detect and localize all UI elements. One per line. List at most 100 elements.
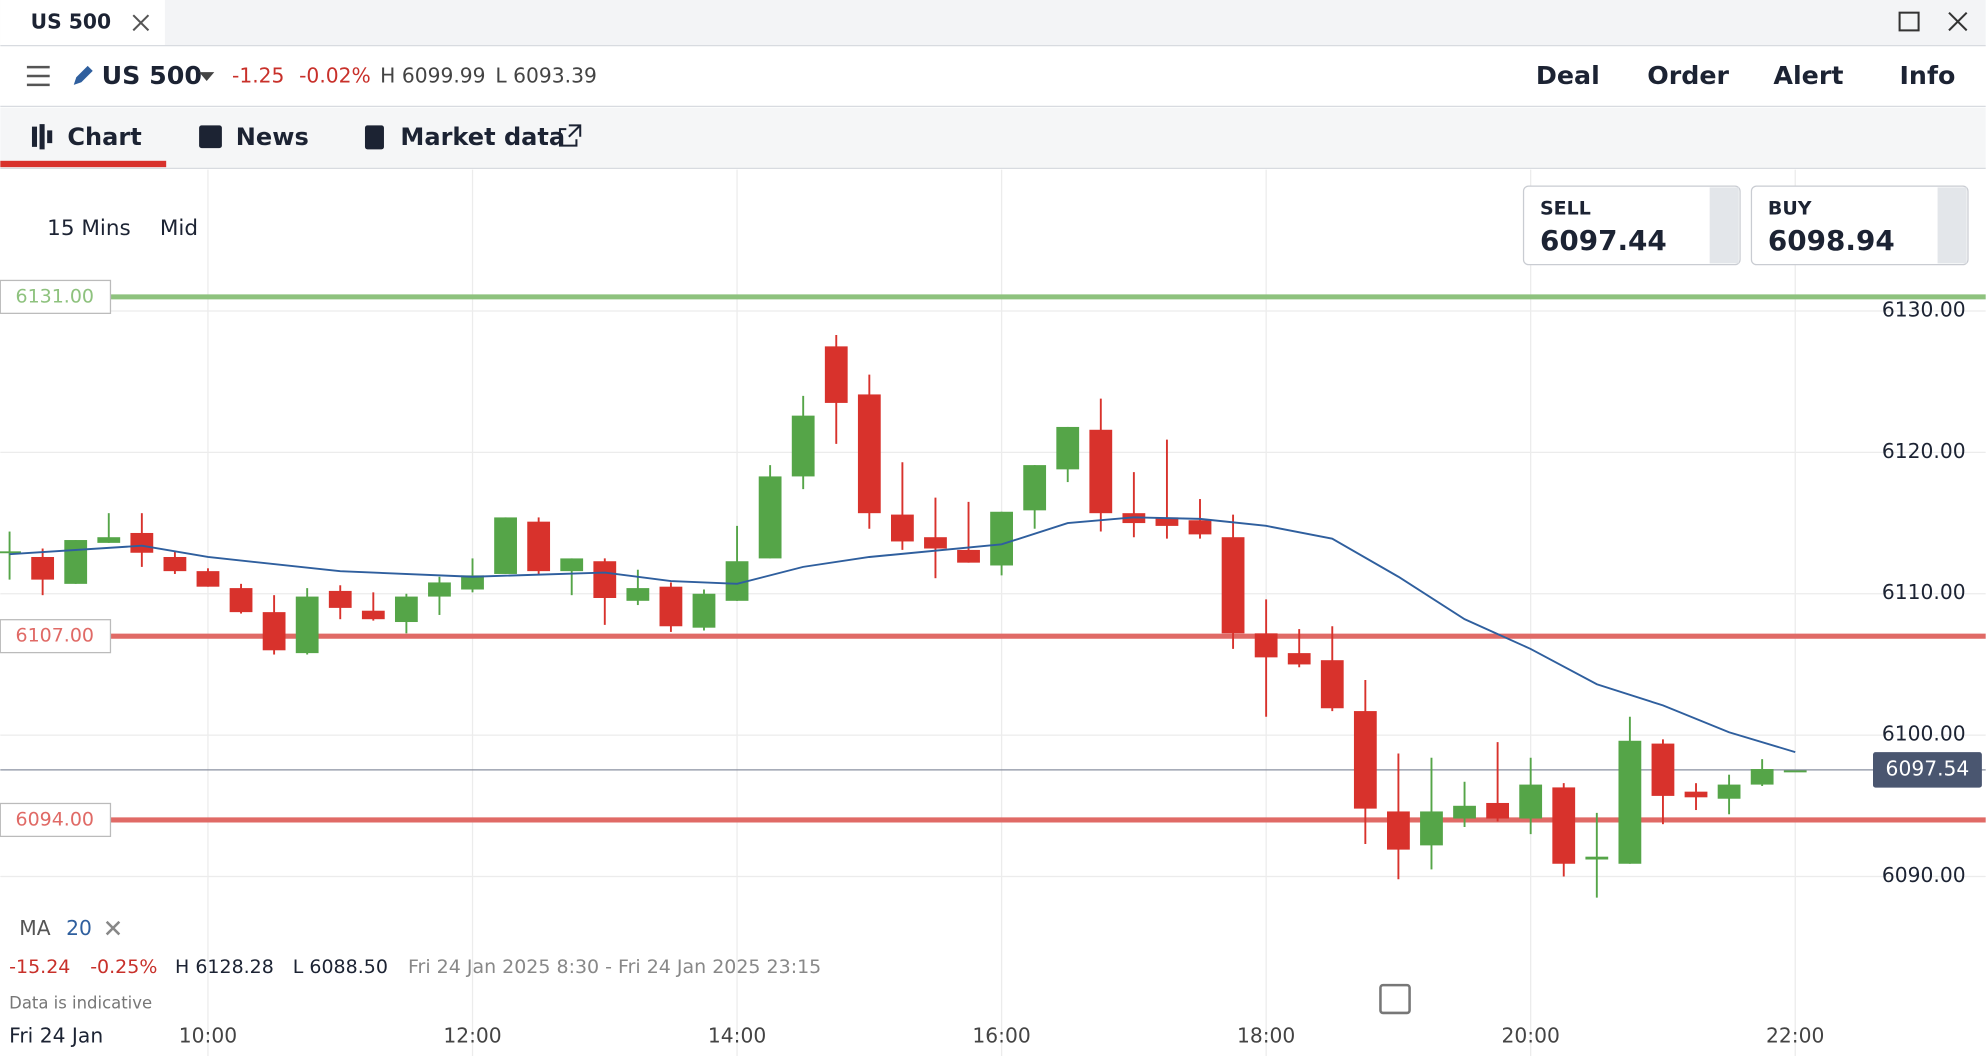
candle-body	[1717, 784, 1741, 799]
level-label: 6107.00	[15, 625, 94, 647]
high: H 6099.99	[380, 64, 485, 88]
action[interactable]: Alert	[1773, 60, 1843, 90]
candle-body	[328, 590, 352, 608]
sell-label: SELL	[1540, 197, 1591, 219]
nav-tab[interactable]: Chart	[67, 123, 141, 151]
candle-body	[1287, 653, 1311, 665]
chart: 10:00 12:00 14:00 16:00 18:00 20:00 22:00 6090.…	[0, 169, 1986, 1056]
close-tab[interactable]	[132, 14, 150, 32]
candle-body	[1684, 791, 1708, 798]
x-tick-label: 16:00	[972, 1024, 1030, 1048]
candle-body	[1023, 465, 1047, 511]
external-icon	[558, 124, 582, 147]
candle-body	[990, 511, 1013, 566]
price-type[interactable]: Mid	[160, 216, 198, 241]
y-tick-label: 6130.00	[1882, 298, 1966, 322]
summary-range: Fri 24 Jan 2025 8:30 - Fri 24 Jan 2025 2…	[408, 956, 821, 978]
chart-icon	[31, 124, 53, 150]
candle-body	[130, 532, 154, 553]
sell-strip	[1709, 187, 1739, 264]
candle-body	[262, 612, 286, 651]
candle-body	[857, 394, 881, 514]
candle-body	[1486, 802, 1510, 819]
date: Fri 24 Jan	[9, 1024, 103, 1048]
candle-body	[1188, 520, 1212, 535]
candle-body	[1750, 769, 1774, 785]
y-tick-label: 6090.00	[1882, 863, 1966, 887]
moving-average	[9, 516, 1796, 754]
close-window[interactable]	[1948, 11, 1968, 32]
candle-body	[1254, 633, 1278, 658]
news-icon	[199, 125, 222, 149]
candle-body	[1651, 743, 1675, 796]
candle-body	[593, 561, 617, 598]
nav-tab[interactable]: Market data	[400, 123, 565, 151]
level-label-box	[0, 802, 112, 838]
candle-body	[394, 596, 418, 623]
summary-change: -15.24	[9, 956, 70, 978]
candle-body	[97, 537, 121, 543]
level-label: 6131.00	[15, 285, 94, 307]
level-label-box	[0, 279, 112, 314]
tab[interactable]	[0, 0, 165, 46]
nav-bar	[0, 107, 1986, 169]
x-tick-label: 14:00	[708, 1024, 766, 1048]
candle-body	[1353, 711, 1377, 809]
current-price-label: 6097.54	[1886, 756, 1970, 780]
buy-label: BUY	[1768, 197, 1812, 219]
x-tick-label: 20:00	[1502, 1024, 1560, 1048]
candle-body	[758, 476, 782, 559]
candle-body	[824, 346, 848, 403]
candle-body	[361, 610, 385, 620]
action[interactable]: Info	[1900, 60, 1956, 90]
dropdown[interactable]	[199, 72, 215, 82]
candle-body	[461, 575, 484, 590]
candle-body	[295, 596, 319, 654]
candle-body	[924, 537, 947, 549]
candle-body	[1519, 784, 1543, 819]
edit-icon[interactable]	[73, 65, 93, 85]
sell-price: 6097.44	[1540, 224, 1667, 257]
candle-body	[1783, 770, 1807, 773]
maximize[interactable]	[1898, 11, 1920, 32]
candle-body	[725, 561, 749, 601]
x-tick-label: 12:00	[443, 1024, 501, 1048]
candle-body	[1420, 811, 1443, 846]
candle-body	[1056, 426, 1080, 470]
summary-low: L 6088.50	[293, 956, 388, 978]
y-tick-label: 6120.00	[1882, 439, 1966, 463]
level-label: 6094.00	[15, 808, 94, 830]
action[interactable]: Deal	[1536, 60, 1600, 90]
candle-body	[1552, 787, 1576, 864]
instrument[interactable]: US 500	[102, 60, 202, 90]
candle-body	[1387, 811, 1410, 850]
note: Data is indicative	[9, 994, 152, 1013]
change-pct: -0.02%	[299, 64, 371, 88]
candle-body	[1221, 537, 1245, 634]
buy-box[interactable]	[1750, 185, 1969, 266]
candle-body	[163, 556, 187, 572]
candle-body	[1585, 856, 1609, 860]
menu[interactable]	[26, 65, 50, 87]
candle-body	[560, 558, 584, 572]
tab-title: US 500	[31, 9, 111, 33]
y-tick-label: 6110.00	[1882, 580, 1966, 604]
candle-body	[64, 540, 88, 584]
sell-box[interactable]	[1522, 185, 1741, 266]
x-tick-label: 10:00	[179, 1024, 237, 1048]
candle-body	[626, 588, 650, 601]
remove-indicator[interactable]	[105, 920, 121, 936]
candle-body	[229, 588, 253, 613]
interval[interactable]: 15 Mins	[47, 216, 131, 241]
candle-body	[31, 556, 55, 580]
action[interactable]: Order	[1647, 60, 1729, 90]
candle-body	[1320, 660, 1344, 709]
candle-body	[957, 549, 980, 563]
nav-tab[interactable]: News	[236, 123, 309, 151]
summary-pct: -0.25%	[90, 956, 157, 978]
low: L 6093.39	[495, 64, 596, 88]
calendar-icon[interactable]	[1379, 983, 1411, 1015]
active-underline	[0, 160, 167, 168]
